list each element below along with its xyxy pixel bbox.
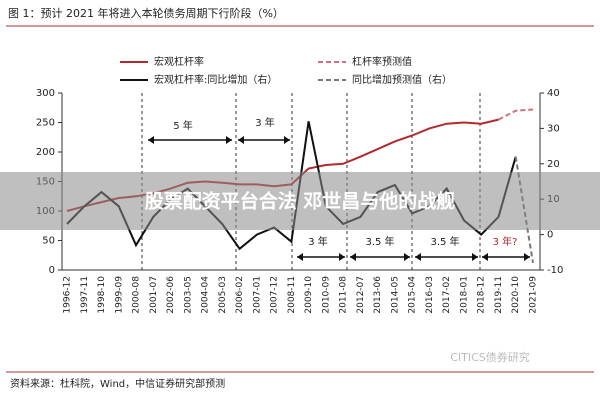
x-tick-label: 1999-09 [114, 276, 124, 314]
x-tick-label: 1998-10 [97, 276, 107, 314]
arrow-head [350, 253, 410, 261]
x-tick-label: 2016-03 [425, 276, 435, 314]
x-tick-label: 2013-06 [373, 276, 383, 314]
y2-tick-label: 40 [547, 88, 560, 99]
x-tick-label: 2018-12 [477, 276, 487, 314]
x-tick-label: 2012-07 [356, 276, 366, 314]
annotation: 5 年 [173, 119, 193, 132]
y-tick-label: 50 [42, 236, 55, 247]
x-tick-label: 2007-01 [252, 276, 262, 314]
x-tick-label: 2017-02 [442, 276, 452, 314]
x-tick-label: 2020-10 [511, 276, 521, 314]
x-tick-label: 1996-12 [63, 276, 73, 314]
x-tick-label: 2006-02 [235, 276, 245, 314]
x-tick-label: 1997-11 [80, 276, 90, 314]
annotation: 3.5 年 [430, 235, 459, 248]
banner-bg [0, 172, 600, 230]
y-tick-label: 300 [36, 88, 55, 99]
x-tick-label: 2021-09 [529, 276, 539, 314]
x-tick-label: 2001-07 [149, 276, 159, 314]
y2-tick-label: 0 [547, 230, 553, 241]
y2-tick-label: 30 [547, 123, 560, 134]
y-tick-label: 0 [49, 265, 55, 276]
annotation: 3 年 [255, 116, 275, 129]
arrow-head [238, 136, 290, 144]
legend-label: 宏观杠杆率:同比增加（右） [154, 73, 277, 86]
x-tick-label: 2014-05 [390, 276, 400, 314]
annotation: 3.5 年 [365, 235, 394, 248]
annotation: 3 年? [493, 235, 518, 248]
y-tick-label: 200 [36, 147, 55, 158]
x-tick-label: 2004-04 [201, 276, 211, 314]
watermark: CITICS债券研究 [450, 350, 530, 364]
x-tick-label: 2009-10 [304, 276, 314, 314]
chart-title: 图 1：预计 2021 年将进入本轮债务周期下行阶段（%） [8, 6, 284, 20]
legend-label: 宏观杠杆率 [154, 55, 204, 68]
x-tick-label: 2010-09 [321, 276, 331, 314]
x-tick-label: 2005-03 [218, 276, 228, 314]
x-tick-label: 2002-06 [166, 276, 176, 314]
y2-tick-label: 20 [547, 159, 560, 170]
x-tick-label: 2015-04 [408, 276, 418, 314]
source: 资料来源：杜科院，Wind，中信证券研究部预测 [10, 377, 225, 390]
y2-tick-label: -10 [547, 265, 563, 276]
x-tick-label: 2008-11 [287, 276, 297, 314]
x-tick-label: 2007-12 [270, 276, 280, 314]
legend-label: 杠杆率预测值 [352, 55, 412, 68]
x-tick-label: 2019-11 [494, 276, 504, 314]
legend-label: 同比增加预测值（右） [352, 73, 452, 86]
series-line [498, 108, 534, 121]
x-tick-label: 2018-01 [459, 276, 469, 314]
annotation: 3 年 [308, 235, 328, 248]
banner-text: 股票配资平台合法 邓世昌与他的战舰 [145, 190, 456, 213]
x-tick-label: 2000-08 [132, 276, 142, 314]
x-tick-label: 2011-08 [339, 276, 349, 314]
y-tick-label: 250 [36, 118, 55, 129]
x-tick-label: 2003-05 [183, 276, 193, 314]
